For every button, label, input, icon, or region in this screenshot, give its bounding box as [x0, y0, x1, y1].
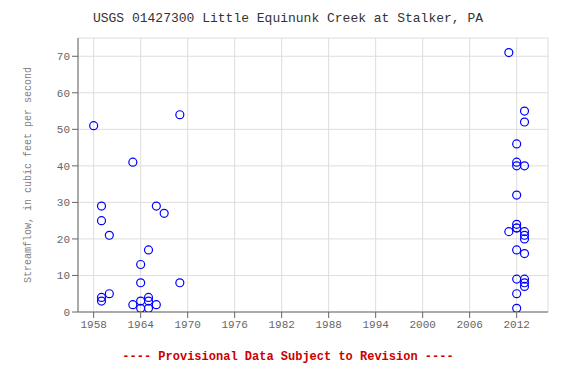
svg-text:40: 40 — [57, 161, 70, 173]
svg-text:0: 0 — [63, 307, 70, 319]
svg-text:10: 10 — [57, 270, 70, 282]
svg-text:1982: 1982 — [268, 319, 294, 331]
svg-text:1994: 1994 — [362, 319, 389, 331]
svg-text:20: 20 — [57, 234, 70, 246]
svg-text:2006: 2006 — [456, 319, 482, 331]
svg-text:50: 50 — [57, 124, 70, 136]
html-text:---- Provisional Data Subject: ---- Provisional Data Subject to Revisio… — [122, 350, 454, 364]
svg-text:70: 70 — [57, 51, 70, 63]
svg-text:Streamflow, in cubic feet per: Streamflow, in cubic feet per second — [23, 67, 34, 283]
svg-text:1964: 1964 — [127, 319, 154, 331]
html-text:USGS 01427300 Little Equinunk: USGS 01427300 Little Equinunk Creek at S… — [93, 11, 483, 26]
svg-text:1988: 1988 — [315, 319, 341, 331]
svg-text:1958: 1958 — [80, 319, 106, 331]
svg-text:1976: 1976 — [221, 319, 247, 331]
svg-text:30: 30 — [57, 197, 70, 209]
svg-text:2000: 2000 — [409, 319, 435, 331]
svg-text:2012: 2012 — [503, 319, 529, 331]
svg-text:1970: 1970 — [174, 319, 200, 331]
svg-text:60: 60 — [57, 88, 70, 100]
